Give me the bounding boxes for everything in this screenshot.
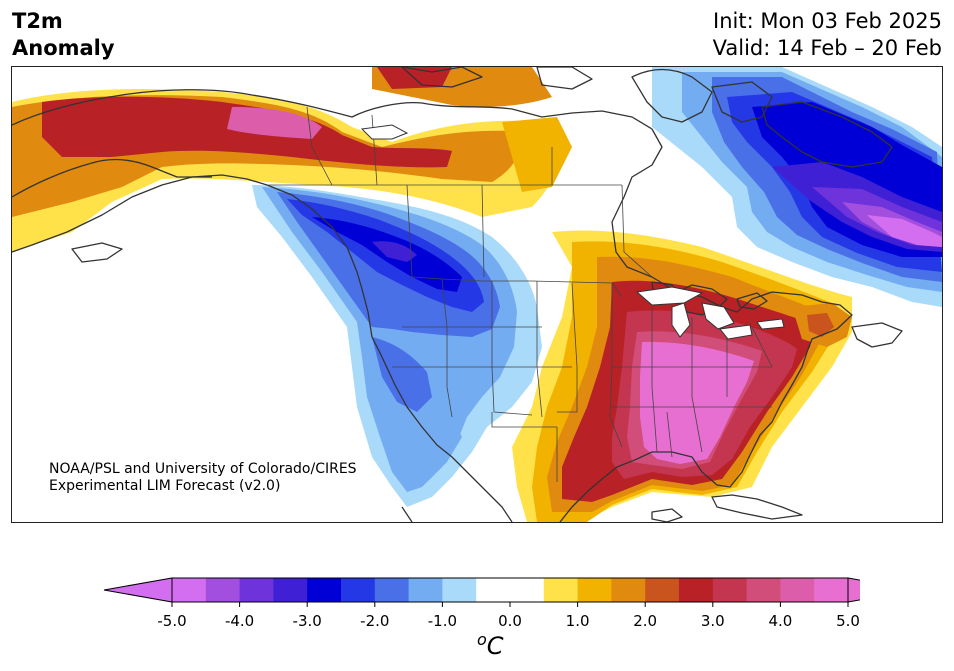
land-outlines — [12, 67, 903, 522]
credit-line-2: Experimental LIM Forecast (v2.0) — [49, 478, 281, 494]
colorbar-bin — [442, 578, 477, 602]
colorbar-bin — [408, 578, 443, 602]
unit-degree: o — [477, 630, 487, 649]
map-title: T2m Anomaly — [12, 8, 115, 62]
colorbar-bin — [679, 578, 714, 602]
lakes — [360, 124, 785, 340]
colorbar-bin — [476, 578, 511, 602]
title-line-2: Anomaly — [12, 36, 115, 60]
colorbar-tick-label: -1.0 — [427, 612, 458, 630]
colorbar-bin — [543, 578, 579, 602]
colorbar-bin — [780, 578, 815, 602]
colorbar-tick-label: 3.0 — [700, 612, 725, 630]
colorbar-bin — [205, 578, 241, 602]
colorbar-extend-high — [847, 577, 917, 603]
colorbar-scale — [103, 577, 917, 607]
colorbar-tick-label: 2.0 — [633, 612, 658, 630]
valid-range: Valid: 14 Feb – 20 Feb — [712, 36, 942, 60]
unit-celsius: C — [486, 632, 504, 660]
colorbar-bin — [712, 578, 748, 602]
colorbar-bin — [645, 578, 680, 602]
political-boundaries — [267, 106, 773, 482]
colorbar-bin — [510, 578, 545, 602]
map-panel — [11, 66, 943, 523]
colorbar-extend-low — [103, 577, 173, 603]
colorbar-bin — [814, 578, 849, 602]
colorbar: -5.0 -4.0 -3.0 -2.0 -1.0 0.0 1.0 2.0 3.0 4.0 5.0 o… — [100, 572, 917, 662]
colorbar-bin — [611, 578, 646, 602]
colorbar-tick-label: -4.0 — [224, 612, 255, 630]
colorbar-bin — [307, 578, 342, 602]
credit-line-1: NOAA/PSL and University of Colorado/CIRE… — [49, 461, 357, 477]
colorbar-bin — [341, 578, 376, 602]
anomaly-map — [12, 67, 942, 522]
colorbar-bin — [374, 578, 410, 602]
warm-anomaly-alaska — [12, 67, 572, 253]
colorbar-bin — [273, 578, 308, 602]
colorbar-bin — [746, 578, 781, 602]
init-date: Init: Mon 03 Feb 2025 — [713, 9, 942, 33]
colorbar-bin — [577, 578, 612, 602]
colorbar-tick-label: 0.0 — [498, 612, 522, 630]
cold-anomaly-northeast — [652, 67, 942, 307]
colorbar-tick-label: 5.0 — [836, 612, 860, 630]
title-line-1: T2m — [12, 9, 63, 33]
colorbar-tick-label: 4.0 — [768, 612, 793, 630]
colorbar-tick-label: 1.0 — [565, 612, 590, 630]
data-credit: NOAA/PSL and University of Colorado/CIRE… — [49, 461, 357, 495]
colorbar-bin — [239, 578, 274, 602]
colorbar-bin — [172, 578, 207, 602]
forecast-dates: Init: Mon 03 Feb 2025 Valid: 14 Feb – 20… — [713, 8, 942, 62]
colorbar-tick-label: -2.0 — [360, 612, 390, 630]
colorbar-tick-label: -3.0 — [292, 612, 322, 630]
colorbar-tick-label: -5.0 — [157, 612, 187, 630]
